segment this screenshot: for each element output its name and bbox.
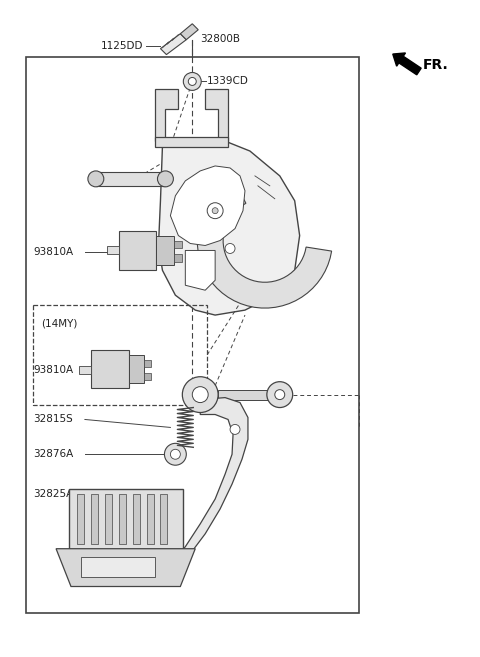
Circle shape <box>267 382 293 407</box>
Bar <box>91 350 129 388</box>
Bar <box>129 355 144 382</box>
Circle shape <box>188 78 196 85</box>
Polygon shape <box>185 250 215 290</box>
Circle shape <box>275 390 285 399</box>
FancyArrow shape <box>393 53 421 75</box>
Text: 32800B: 32800B <box>200 34 240 43</box>
Polygon shape <box>158 139 300 315</box>
Circle shape <box>230 424 240 434</box>
Polygon shape <box>205 89 228 141</box>
Bar <box>156 137 228 147</box>
Circle shape <box>183 72 201 91</box>
Text: FR.: FR. <box>423 58 449 72</box>
Bar <box>174 254 182 262</box>
Circle shape <box>192 387 208 403</box>
Polygon shape <box>162 397 248 577</box>
Bar <box>33 305 207 405</box>
Bar <box>91 494 98 544</box>
Polygon shape <box>170 166 245 246</box>
Bar <box>119 494 126 544</box>
Text: (14MY): (14MY) <box>41 318 78 328</box>
Bar <box>107 246 119 254</box>
Bar <box>26 57 360 614</box>
Bar <box>119 231 156 270</box>
Bar <box>77 494 84 544</box>
Bar <box>81 556 156 577</box>
Bar <box>160 494 168 544</box>
Text: 32825A: 32825A <box>33 489 73 499</box>
Circle shape <box>157 171 173 187</box>
Circle shape <box>165 443 186 465</box>
Bar <box>105 494 112 544</box>
Bar <box>79 366 91 374</box>
Text: 1339CD: 1339CD <box>207 76 249 87</box>
Polygon shape <box>180 24 198 39</box>
Polygon shape <box>56 549 195 587</box>
Circle shape <box>225 244 235 254</box>
Circle shape <box>182 376 218 413</box>
Bar <box>156 236 174 265</box>
Circle shape <box>212 208 218 214</box>
Bar <box>132 494 140 544</box>
Bar <box>69 489 183 549</box>
Text: 32876A: 32876A <box>33 449 73 459</box>
Bar <box>144 360 151 367</box>
Bar <box>146 494 154 544</box>
Circle shape <box>207 203 223 219</box>
Circle shape <box>170 449 180 459</box>
Text: 93810A: 93810A <box>33 365 73 374</box>
Text: 32815S: 32815S <box>33 415 73 424</box>
Polygon shape <box>160 34 186 55</box>
Bar <box>96 172 166 186</box>
Polygon shape <box>197 180 332 308</box>
Polygon shape <box>156 89 179 141</box>
Bar <box>218 390 280 399</box>
Text: 93810A: 93810A <box>33 248 73 258</box>
Text: 1125DD: 1125DD <box>101 41 144 51</box>
Bar <box>144 373 151 380</box>
Circle shape <box>88 171 104 187</box>
Bar <box>174 240 182 248</box>
